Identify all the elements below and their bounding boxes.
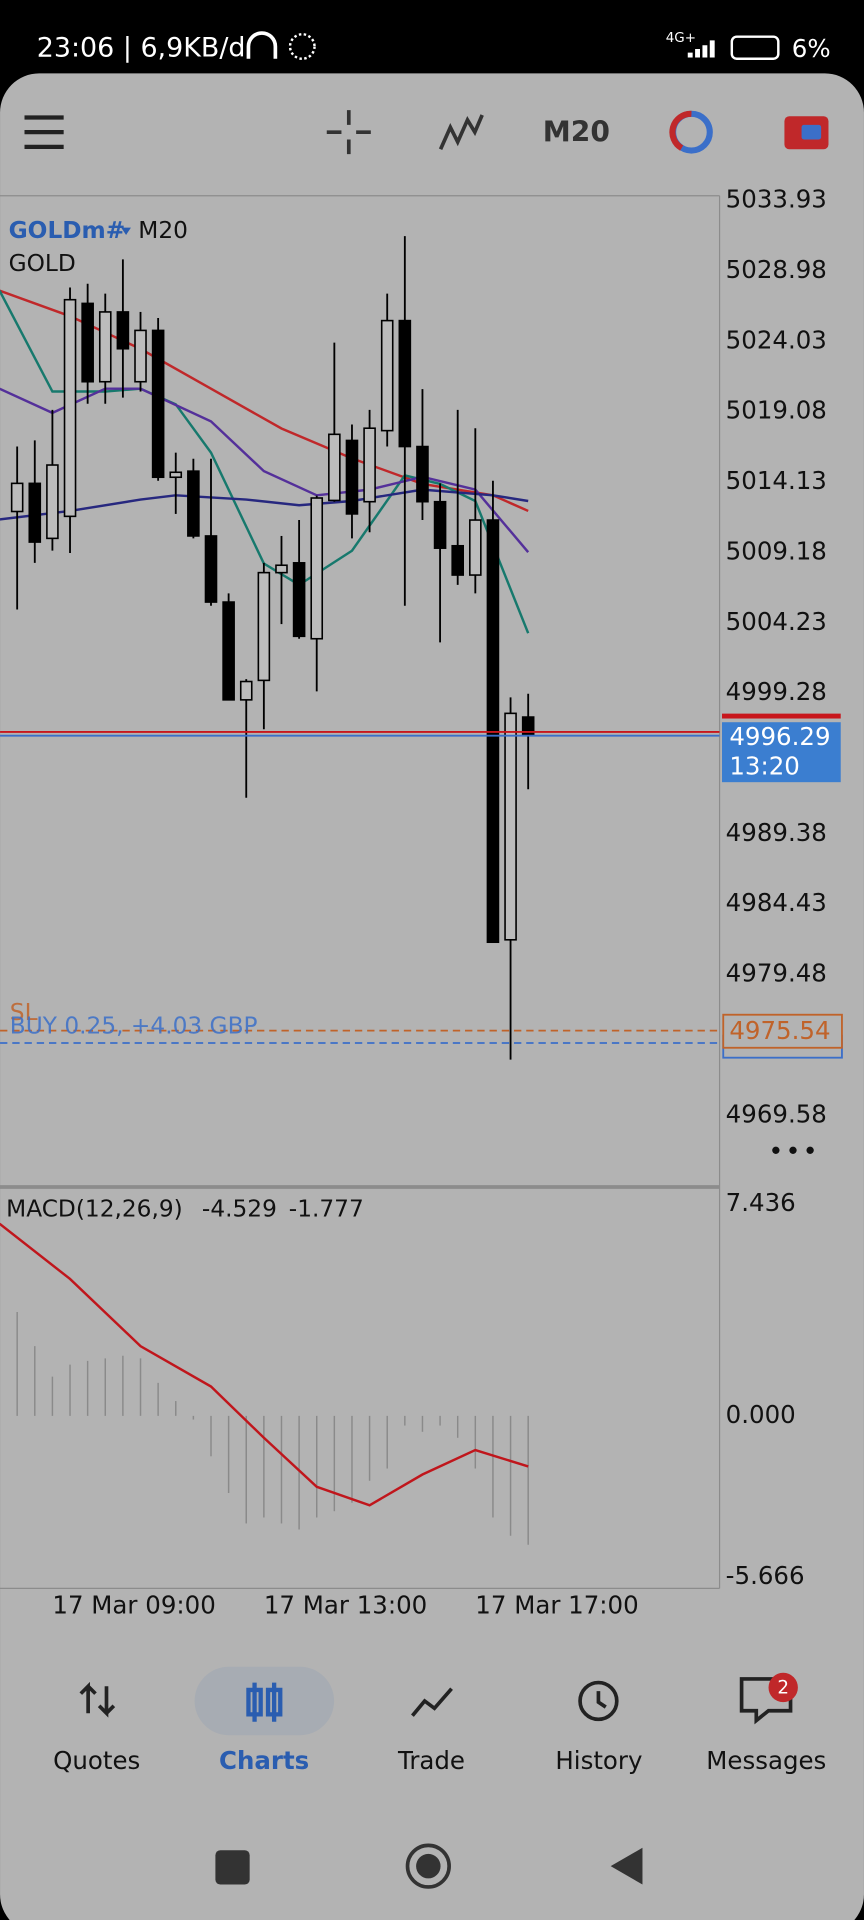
stop-loss-box (722, 1013, 843, 1049)
candle-body (239, 680, 253, 701)
price-tick-label: 4989.38 (726, 818, 827, 847)
candle-body (310, 497, 324, 640)
symbol[interactable]: GOLDm# (9, 217, 126, 244)
history-icon[interactable] (578, 1680, 619, 1722)
price-tick-label: 5009.18 (726, 536, 827, 565)
ask-marker (722, 713, 841, 719)
price-tick-label: 4984.43 (726, 888, 827, 917)
chart-timeframe: M20 (138, 217, 188, 244)
bid-time: 13:20 (729, 751, 800, 780)
charts-icon[interactable] (246, 1682, 283, 1722)
candle-body (81, 302, 94, 383)
stop-loss-price: 4975.54 (729, 1016, 830, 1045)
indicators-button[interactable] (438, 114, 484, 151)
back-button[interactable] (610, 1847, 643, 1885)
candle-body (328, 433, 341, 502)
status-time: 23:06 | 6,9KB/d (37, 32, 246, 63)
menu-button[interactable] (24, 115, 64, 149)
macd-signal-line (0, 1222, 529, 1507)
battery-icon (730, 35, 780, 60)
candle-body (451, 544, 464, 576)
macd-tick-label: 0.000 (726, 1400, 796, 1429)
quotes-icon[interactable] (79, 1681, 116, 1718)
nav-tab[interactable]: History (555, 1746, 642, 1775)
time-tick-label: 17 Mar 13:00 (264, 1591, 427, 1620)
bid-box (722, 722, 841, 783)
candle-body (257, 571, 271, 682)
macd-tick-label: 7.436 (726, 1188, 796, 1217)
timeframe-button[interactable]: M20 (543, 115, 610, 148)
active-tab-bg (194, 1666, 335, 1736)
nav-tab[interactable]: Quotes (53, 1746, 140, 1775)
candle-body (398, 319, 412, 448)
candle-body (204, 535, 218, 603)
macd-signal: -1.777 (289, 1196, 364, 1223)
candle-body (433, 500, 447, 549)
price-tick-label: 4999.28 (726, 677, 827, 706)
symbol-dropdown[interactable] (121, 227, 131, 235)
candle-body (134, 329, 147, 383)
signal-icon (687, 40, 715, 58)
candle-body (345, 439, 359, 515)
time-tick-label: 17 Mar 17:00 (475, 1591, 638, 1620)
candle-body (363, 427, 376, 503)
price-tick-label: 5024.03 (726, 325, 827, 354)
messages-badge: 2 (777, 1678, 789, 1699)
macd-tick-label: -5.666 (726, 1561, 805, 1590)
price-tick-label: 4969.58 (726, 1099, 827, 1128)
nav-tab[interactable]: Charts (219, 1746, 309, 1775)
nav-tab[interactable]: Trade (397, 1746, 465, 1775)
candle-body (187, 470, 200, 537)
price-tick-label: 5019.08 (726, 396, 827, 425)
price-tick-label: 5004.23 (726, 607, 827, 636)
candle-body (380, 319, 394, 432)
chart-frame (0, 195, 721, 1589)
candle-body (10, 482, 24, 513)
candle-body (469, 519, 482, 576)
candle-body (46, 464, 59, 540)
macd-main: -4.529 (202, 1196, 277, 1223)
recents-button[interactable] (215, 1850, 250, 1885)
candle-body (98, 311, 112, 383)
candle-body (28, 482, 42, 543)
candle-body (504, 712, 517, 941)
macd-label: MACD(12,26,9) (6, 1196, 183, 1223)
candle-body (169, 471, 183, 479)
sync-icon (288, 33, 316, 60)
position-label: BUY 0.25, +4.03 GBP (10, 1013, 258, 1040)
candle-body (416, 445, 429, 503)
more-button[interactable] (772, 1146, 780, 1154)
app-bg (0, 73, 864, 1920)
candle-body (151, 329, 165, 479)
battery-level: 6% (792, 34, 831, 63)
price-tick-label: 5028.98 (726, 255, 827, 284)
candle-body (292, 562, 306, 638)
crosshair-button[interactable] (326, 110, 371, 155)
candle-body (116, 311, 130, 350)
trade-icon[interactable] (411, 1687, 453, 1717)
stop-loss-label: SL (10, 999, 38, 1026)
bid-price: 4996.29 (729, 722, 830, 751)
price-tick-label: 5033.93 (726, 185, 827, 214)
price-tick-label: 5014.13 (726, 466, 827, 495)
candle-body (275, 564, 288, 574)
time-tick-label: 17 Mar 09:00 (52, 1591, 215, 1620)
price-tick-label: 4979.48 (726, 959, 827, 988)
home-button[interactable] (405, 1843, 451, 1889)
symbol-description: GOLD (9, 250, 76, 277)
headset-icon (246, 31, 278, 59)
network-type: 4G+ (666, 31, 696, 46)
candle-body (222, 601, 235, 701)
candle-body (63, 298, 77, 518)
nav-tab[interactable]: Messages (706, 1746, 826, 1775)
messages-badge-bg (768, 1672, 798, 1703)
